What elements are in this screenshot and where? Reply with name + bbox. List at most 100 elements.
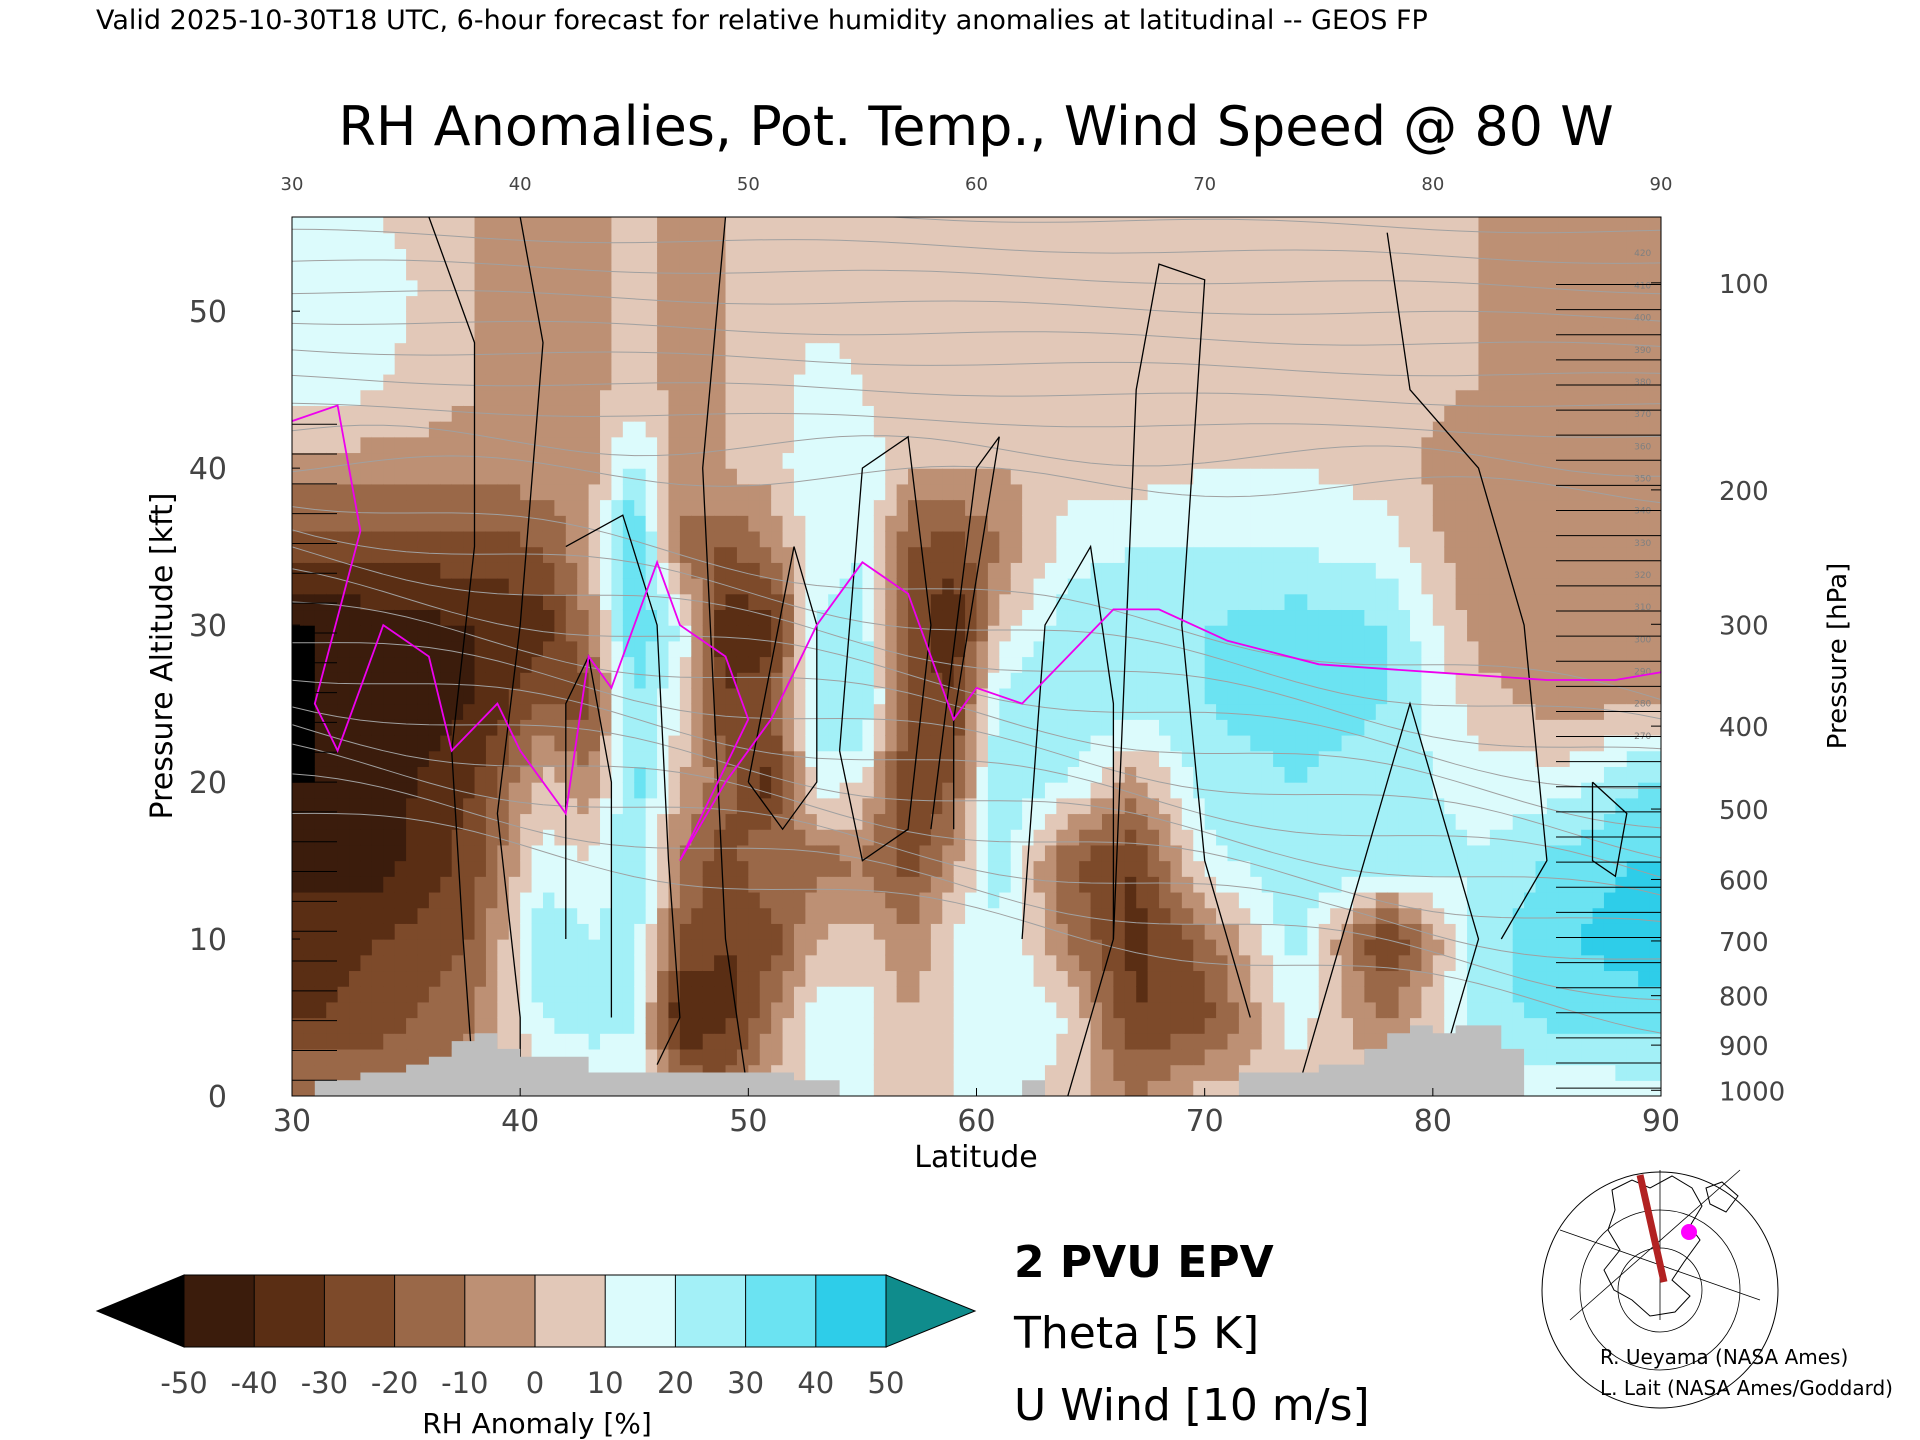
rh-cell [337, 295, 350, 312]
rh-cell [1079, 860, 1092, 877]
rh-cell [759, 421, 772, 438]
rh-cell [668, 421, 681, 438]
rh-cell [885, 546, 898, 563]
rh-cell [1170, 986, 1183, 1003]
rh-cell [326, 1001, 339, 1019]
rh-cell [463, 515, 476, 532]
rh-cell [1067, 1033, 1080, 1050]
rh-cell [360, 373, 373, 391]
rh-cell [383, 483, 396, 501]
rh-cell [759, 923, 772, 940]
rh-cell [987, 311, 1000, 328]
rh-cell [1136, 562, 1149, 579]
rh-cell [531, 703, 544, 720]
rh-cell [371, 954, 384, 972]
rh-cell [1113, 248, 1126, 265]
rh-cell [314, 421, 327, 438]
rh-cell [657, 342, 670, 359]
rh-cell [1204, 672, 1217, 689]
rh-cell [600, 986, 613, 1003]
rh-cell [360, 797, 373, 815]
rh-cell [1033, 436, 1046, 454]
rh-cell [1295, 342, 1308, 359]
rh-cell [1010, 907, 1023, 924]
rh-cell [953, 1048, 966, 1066]
rh-cell [1067, 703, 1080, 720]
rh-cell [622, 405, 635, 422]
rh-cell [1284, 264, 1297, 281]
rh-cell [383, 436, 396, 454]
rh-cell [1044, 358, 1057, 375]
rh-cell [691, 876, 704, 893]
rh-cell [1170, 405, 1183, 422]
rh-cell [782, 515, 795, 532]
rh-cell [1273, 295, 1286, 312]
rh-cell [645, 436, 658, 454]
rh-cell [1261, 782, 1274, 799]
rh-cell [1113, 625, 1126, 642]
rh-cell [1193, 483, 1206, 501]
rh-cell [1067, 907, 1080, 924]
rh-cell [1101, 907, 1114, 924]
rh-cell [474, 703, 487, 720]
rh-cell [862, 468, 875, 485]
rh-cell [634, 279, 647, 297]
rh-cell [759, 546, 772, 563]
rh-cell [451, 515, 464, 532]
rh-cell [851, 389, 864, 406]
rh-cell [600, 797, 613, 815]
rh-cell [326, 358, 339, 375]
rh-cell [1204, 1048, 1217, 1066]
rh-cell [793, 766, 806, 783]
rh-cell [873, 295, 886, 312]
rh-cell [1295, 797, 1308, 815]
rh-cell [987, 530, 1000, 548]
rh-cell [987, 609, 1000, 626]
rh-cell [953, 609, 966, 626]
rh-cell [942, 593, 955, 611]
rh-cell [303, 656, 316, 673]
rh-cell [816, 719, 829, 736]
rh-cell [657, 530, 670, 548]
rh-cell [508, 907, 521, 924]
rh-cell [839, 860, 852, 877]
rh-cell [1159, 499, 1172, 516]
rh-cell [622, 389, 635, 406]
rh-cell [782, 217, 795, 234]
rh-cell [1101, 389, 1114, 406]
rh-cell [554, 939, 567, 956]
rh-cell [965, 1001, 978, 1019]
rh-cell [816, 970, 829, 987]
rh-cell [1273, 687, 1286, 705]
rh-cell [1044, 232, 1057, 249]
rh-cell [292, 468, 305, 485]
rh-cell [1181, 373, 1194, 391]
rh-cell [1010, 656, 1023, 673]
rh-cell [428, 813, 441, 830]
rh-cell [292, 389, 305, 406]
rh-cell [417, 703, 430, 720]
rh-cell [1159, 515, 1172, 532]
rh-cell [816, 797, 829, 815]
rh-cell [1056, 546, 1069, 563]
rh-cell [1216, 609, 1229, 626]
rh-cell [440, 766, 453, 783]
rh-cell [451, 562, 464, 579]
rh-cell [725, 1033, 738, 1050]
rh-cell [1147, 515, 1160, 532]
rh-cell [1113, 829, 1126, 846]
rh-cell [1216, 891, 1229, 909]
rh-cell [919, 970, 932, 987]
rh-cell [314, 468, 327, 485]
rh-cell [1056, 703, 1069, 720]
rh-cell [679, 342, 692, 359]
rh-cell [1067, 797, 1080, 815]
rh-cell [1136, 358, 1149, 375]
rh-cell [292, 954, 305, 972]
rh-cell [771, 232, 784, 249]
rh-cell [600, 232, 613, 249]
rh-cell [714, 342, 727, 359]
rh-cell [383, 891, 396, 909]
rh-cell [965, 719, 978, 736]
rh-cell [1136, 295, 1149, 312]
